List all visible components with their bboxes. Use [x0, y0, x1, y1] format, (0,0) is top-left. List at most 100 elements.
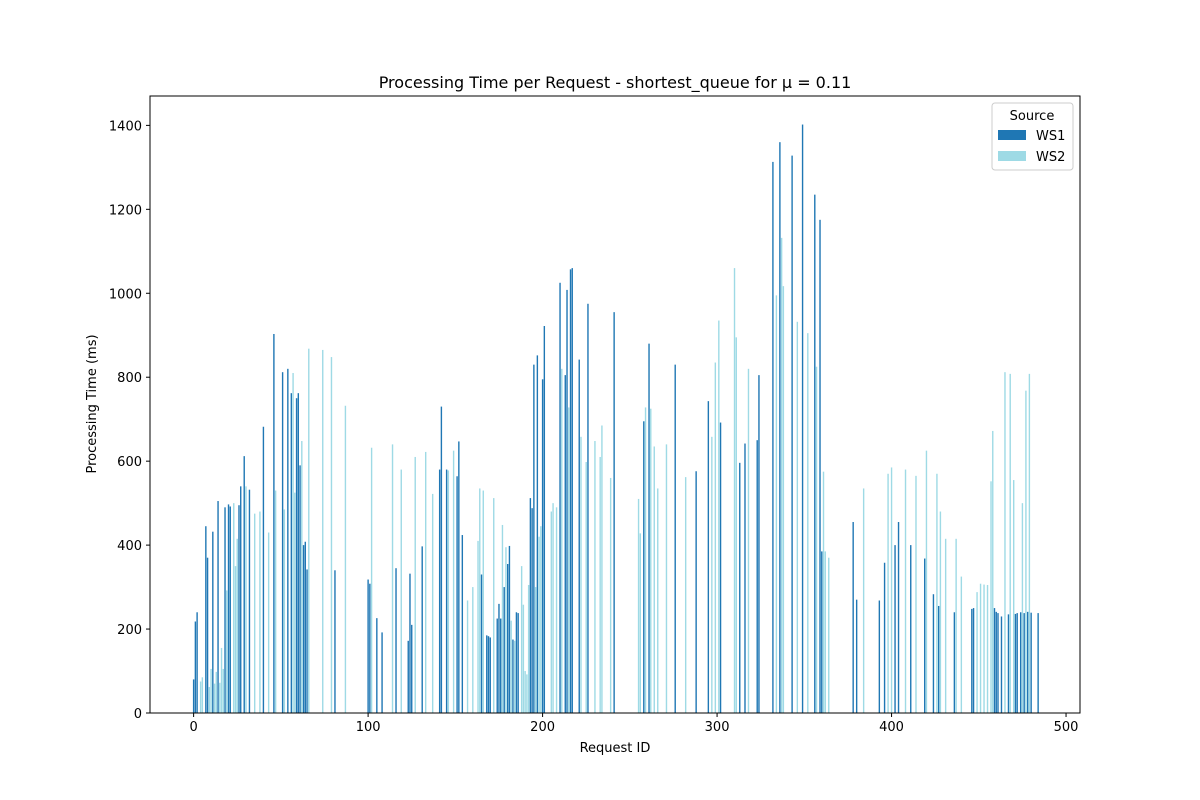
bar-ws1-195: [533, 364, 535, 713]
bar-ws2-453: [983, 584, 985, 713]
bar-ws2-35: [253, 513, 256, 713]
bar-ws1-419: [924, 558, 926, 713]
bar-ws1-261: [648, 343, 650, 713]
bar-ws2-66: [308, 348, 310, 713]
bar-ws1-216: [569, 269, 572, 713]
bar-ws1-61: [299, 465, 301, 713]
bar-ws1-2: [196, 612, 198, 713]
bar-ws1-29: [243, 456, 245, 713]
bar-ws1-241: [613, 312, 615, 713]
x-axis-ticks: 0 100 200 300 400 500: [189, 713, 1078, 735]
bar-ws2-297: [711, 436, 713, 713]
bar-ws1-467: [1007, 614, 1010, 713]
bar-ws2-357: [815, 366, 818, 713]
bar-ws2-182: [510, 620, 512, 713]
series-ws2-bars: [199, 237, 1031, 713]
bar-ws2-215: [568, 407, 570, 713]
bar-ws1-404: [897, 522, 900, 713]
bar-ws2-259: [644, 407, 647, 713]
bar-ws1-186: [517, 613, 519, 713]
bar-ws2-24: [234, 566, 237, 713]
bar-ws2-16: [220, 647, 223, 713]
bar-ws2-384: [862, 488, 865, 713]
bar-ws2-133: [424, 451, 427, 713]
bar-ws1-446: [971, 608, 973, 713]
legend: Source WS1 WS2: [991, 102, 1074, 171]
bar-ws2-19: [226, 590, 228, 713]
bar-ws2-114: [391, 444, 394, 713]
y-tick-label: 1400: [109, 119, 142, 134]
bar-ws1-459: [993, 608, 996, 713]
bar-ws1-59: [295, 398, 298, 713]
bar-ws1-46: [273, 333, 275, 713]
bar-ws1-7: [205, 526, 207, 713]
bar-ws2-160: [472, 587, 474, 713]
bar-ws2-177: [501, 524, 504, 713]
x-tick-label: 100: [356, 720, 381, 735]
bar-ws2-206: [552, 503, 554, 713]
bar-ws2-470: [1013, 480, 1015, 713]
bar-ws2-52: [283, 509, 286, 713]
bar-ws2-338: [782, 286, 785, 713]
bar-ws2-205: [550, 511, 553, 713]
bar-ws1-131: [421, 546, 423, 713]
bar-ws2-428: [939, 511, 942, 713]
bar-ws2-457: [990, 481, 992, 713]
bar-ws2-282: [684, 477, 687, 713]
bar-ws1-100: [367, 579, 369, 713]
bar-ws1-63: [302, 545, 305, 713]
legend-label-ws1: WS1: [1036, 129, 1065, 144]
bar-ws1-323: [756, 440, 758, 713]
bar-ws2-400: [890, 467, 893, 713]
bar-ws1-332: [772, 161, 774, 713]
y-axis-ticks: 0 200 400 600 800 1000 1200 1400: [109, 119, 150, 722]
bar-ws2-5: [201, 677, 204, 713]
bar-ws1-478: [1026, 611, 1029, 713]
bar-ws1-21: [229, 506, 231, 713]
bar-ws1-125: [411, 624, 413, 713]
bar-ws1-360: [821, 551, 823, 713]
bar-ws2-166: [482, 490, 484, 713]
series-ws1-bars: [192, 124, 1039, 714]
bar-ws1-175: [498, 603, 500, 713]
bar-ws1-193: [529, 498, 532, 713]
bar-ws2-266: [657, 488, 659, 713]
y-tick-label: 200: [117, 623, 142, 638]
bar-ws1-116: [395, 568, 397, 713]
bar-ws1-324: [758, 375, 760, 713]
bar-ws2-188: [520, 566, 523, 713]
bar-ws1-213: [564, 375, 566, 713]
bar-ws1-214: [566, 289, 568, 713]
bar-ws1-226: [587, 303, 589, 713]
bar-ws1-336: [779, 142, 781, 714]
bar-ws1-183: [512, 639, 514, 713]
bar-ws1-145: [445, 469, 448, 713]
bar-ws1-40: [262, 426, 265, 713]
bar-ws1-174: [496, 618, 498, 713]
bar-ws1-152: [458, 441, 460, 713]
bar-ws2-79: [330, 357, 333, 713]
bar-ws2-4: [199, 681, 202, 713]
bar-ws2-10: [210, 668, 212, 713]
bar-ws1-20: [227, 504, 230, 713]
bar-ws1-8: [206, 557, 209, 713]
bar-ws1-56: [290, 393, 293, 713]
y-tick-label: 1200: [109, 203, 142, 218]
bar-ws2-199: [540, 526, 542, 713]
bar-ws1-0: [192, 679, 195, 713]
bar-ws2-137: [431, 493, 434, 713]
bar-ws1-349: [801, 124, 804, 714]
bar-ws2-255: [637, 498, 640, 713]
bar-ws1-14: [217, 501, 219, 713]
bar-ws1-165: [480, 574, 483, 713]
bar-ws2-455: [986, 584, 989, 713]
bar-ws1-32: [248, 489, 251, 713]
bar-ws2-408: [904, 469, 907, 713]
bar-ws2-299: [714, 362, 717, 713]
bar-ws1-411: [910, 545, 912, 713]
bar-ws2-189: [522, 604, 525, 713]
x-tick-label: 400: [879, 720, 904, 735]
bar-ws2-222: [580, 436, 582, 713]
bar-ws1-427: [937, 605, 940, 713]
